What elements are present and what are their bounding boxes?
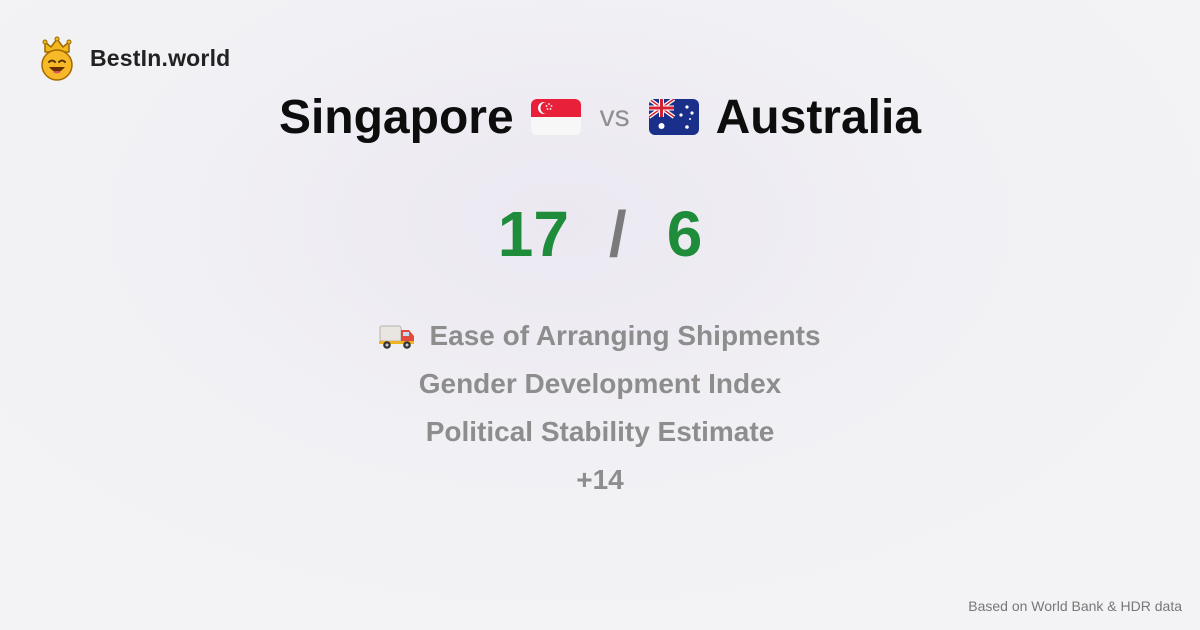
metric-item[interactable]: Political Stability Estimate bbox=[0, 408, 1200, 456]
brand-logo[interactable]: BestIn.world bbox=[38, 34, 230, 82]
delivery-truck-icon bbox=[379, 325, 415, 349]
vs-label: vs bbox=[599, 100, 630, 133]
metric-label: Political Stability Estimate bbox=[425, 416, 775, 447]
data-source-note: Based on World Bank & HDR data bbox=[968, 598, 1182, 614]
comparison-title: Singapore vs Australia bbox=[0, 86, 1200, 148]
metrics-list: Ease of Arranging Shipments Gender Devel… bbox=[0, 312, 1200, 504]
brand-name: BestIn.world bbox=[90, 44, 231, 71]
left-score: 17 bbox=[497, 198, 569, 270]
metric-label: Gender Development Index bbox=[418, 368, 782, 399]
singapore-flag-icon bbox=[530, 99, 581, 135]
more-metrics-label: +14 bbox=[576, 464, 624, 495]
score-display: 17 / 6 bbox=[0, 196, 1200, 272]
metric-item[interactable]: Ease of Arranging Shipments bbox=[0, 312, 1200, 360]
right-country-name[interactable]: Australia bbox=[715, 90, 922, 144]
australia-flag-icon bbox=[648, 99, 699, 135]
score-separator: / bbox=[608, 198, 627, 270]
metric-label: Ease of Arranging Shipments bbox=[429, 320, 821, 351]
crown-smiley-icon bbox=[41, 36, 73, 81]
metric-item[interactable]: Gender Development Index bbox=[0, 360, 1200, 408]
more-metrics-count[interactable]: +14 bbox=[0, 456, 1200, 504]
left-country-name[interactable]: Singapore bbox=[278, 90, 514, 144]
right-score: 6 bbox=[666, 198, 703, 270]
